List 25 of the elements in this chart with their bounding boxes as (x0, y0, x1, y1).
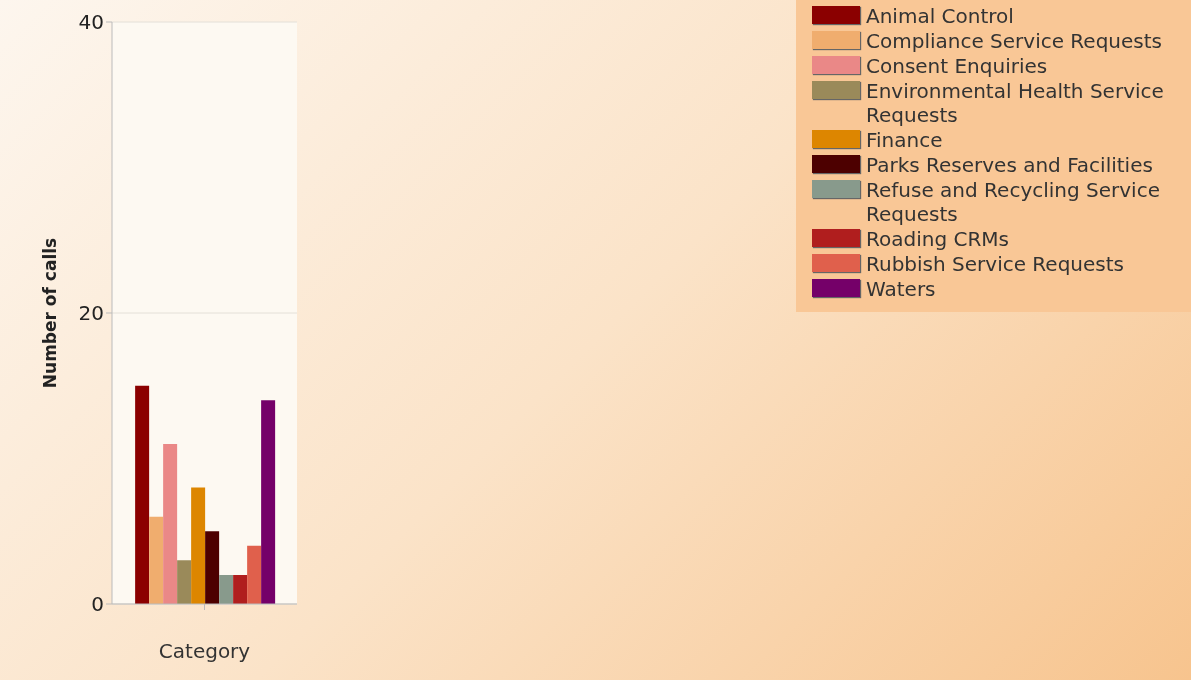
y-tick-label: 40 (78, 10, 104, 35)
legend-label: Roading CRMs (866, 227, 1010, 251)
bar (233, 574, 248, 604)
legend-label: Rubbish Service Requests (866, 252, 1125, 276)
legend-label: Animal Control (866, 4, 1014, 28)
bar (163, 443, 178, 604)
bar (261, 400, 276, 604)
bar (219, 574, 234, 604)
bar (135, 385, 150, 604)
y-tick-label: 0 (91, 592, 104, 617)
legend-label: Environmental Health Service Requests (866, 79, 1165, 127)
bar (177, 560, 192, 604)
bar (247, 545, 262, 604)
legend-label: Compliance Service Requests (866, 29, 1163, 53)
legend-label: Consent Enquiries (866, 54, 1048, 78)
bar (205, 531, 220, 604)
bar (191, 487, 206, 604)
legend-label: Refuse and Recycling Service Requests (866, 178, 1161, 226)
bar (149, 516, 164, 604)
legend-label: Finance (866, 128, 943, 152)
y-tick-label: 20 (78, 301, 104, 326)
legend-label: Waters (866, 277, 936, 301)
y-axis-title: Number of calls (40, 237, 61, 389)
legend-label: Parks Reserves and Facilities (866, 153, 1153, 177)
x-axis-title: Category (158, 639, 251, 663)
